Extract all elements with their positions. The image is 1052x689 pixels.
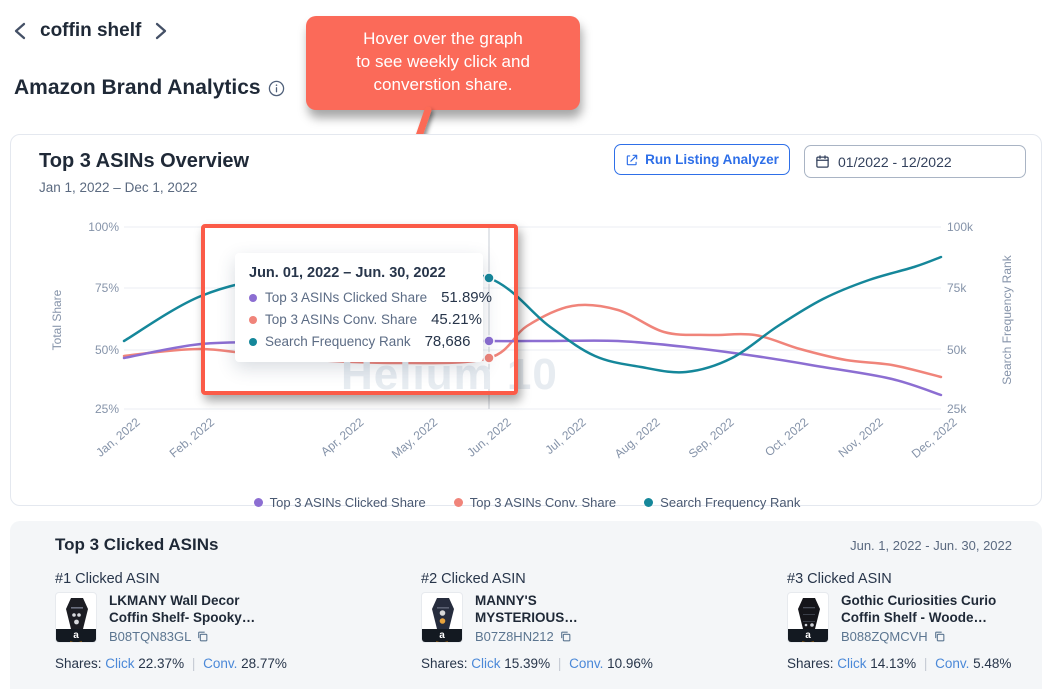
svg-text:Search Frequency Rank: Search Frequency Rank	[1000, 254, 1014, 384]
svg-text:Total Share: Total Share	[50, 289, 64, 350]
svg-text:75%: 75%	[95, 281, 119, 295]
svg-text:50k: 50k	[947, 343, 967, 357]
svg-text:75k: 75k	[947, 281, 967, 295]
svg-text:100%: 100%	[88, 220, 119, 234]
svg-text:50%: 50%	[95, 343, 119, 357]
svg-text:100k: 100k	[947, 220, 974, 234]
